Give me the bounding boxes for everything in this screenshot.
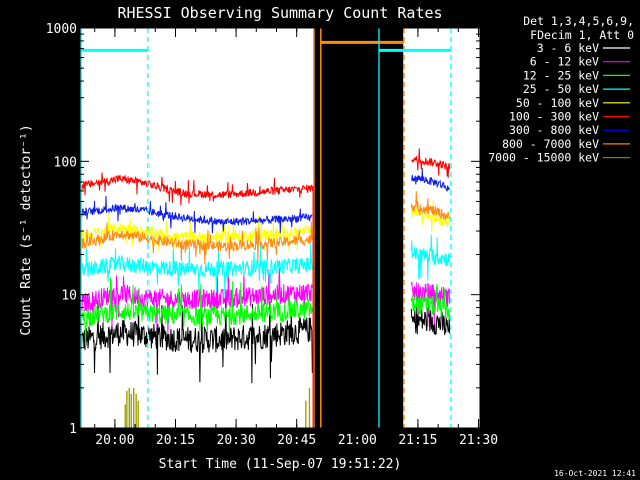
series-2-segment-0	[80, 277, 313, 346]
y-tick-label: 100	[54, 155, 77, 170]
series-3-segment-0	[80, 241, 313, 297]
data-gap-region	[313, 28, 404, 428]
y-tick-label: 1	[69, 422, 77, 437]
series-4	[80, 200, 451, 252]
y-tick-label: 10	[61, 289, 77, 304]
legend-entry-label: 6 - 12 keV	[530, 55, 599, 69]
series-7	[80, 191, 451, 264]
x-tick-label: 21:30	[459, 433, 498, 448]
series-5	[80, 148, 451, 206]
legend-entry-label: 800 - 7000 keV	[502, 137, 599, 151]
series-4-segment-1	[410, 200, 451, 233]
x-tick-label: 20:15	[156, 433, 195, 448]
x-tick-label: 21:15	[398, 433, 437, 448]
legend-entry-label: 7000 - 15000 keV	[488, 151, 599, 165]
series-7-segment-0	[80, 221, 313, 264]
series-2-segment-1	[410, 284, 451, 320]
legend-entry-label: 25 - 50 keV	[523, 82, 599, 96]
timestamp: 16-Oct-2021 12:41	[554, 469, 636, 478]
y-axis-label: Count Rate (s⁻¹ detector⁻¹)	[19, 124, 34, 335]
series-6-segment-1	[410, 168, 450, 192]
legend-entry-label: 12 - 25 keV	[523, 68, 599, 82]
series-7-segment-1	[410, 191, 451, 222]
x-axis-label: Start Time (11-Sep-07 19:51:22)	[159, 457, 402, 472]
x-tick-label: 20:00	[95, 433, 134, 448]
plot-area	[79, 27, 481, 429]
chart-title: RHESSI Observing Summary Count Rates	[117, 4, 442, 22]
plot-frame	[79, 27, 481, 429]
y-tick-label: 1000	[46, 22, 77, 37]
legend-header-line-1: Det 1,3,4,5,6,9,	[523, 14, 634, 28]
series-5-segment-1	[411, 148, 451, 178]
x-tick-label: 20:45	[277, 433, 316, 448]
legend-entry-label: 100 - 300 keV	[509, 110, 599, 124]
series-3-segment-1	[410, 234, 451, 281]
series-5-segment-0	[80, 172, 313, 206]
series-0-segment-0	[80, 294, 313, 384]
x-tick-label: 21:00	[338, 433, 377, 448]
series-2	[80, 277, 451, 346]
series-6	[80, 168, 450, 234]
legend-entry-label: 50 - 100 keV	[516, 96, 599, 110]
legend-entry-label: 300 - 800 keV	[509, 123, 599, 137]
x-tick-label: 20:30	[217, 433, 256, 448]
series-4-segment-0	[80, 209, 313, 252]
series-3	[80, 234, 451, 297]
legend-entry-label: 3 - 6 keV	[537, 41, 599, 55]
legend-header-line-2: FDecim 1, Att 0	[530, 28, 634, 42]
series-6-segment-0	[80, 195, 313, 234]
